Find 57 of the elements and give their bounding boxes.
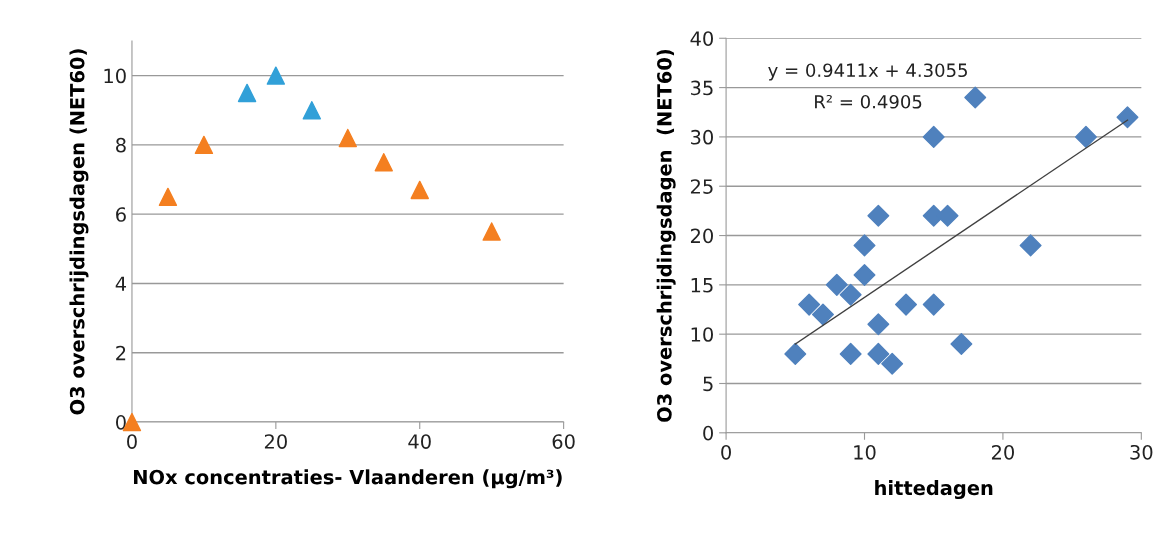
point [867, 313, 890, 336]
x-tick-label: 20 [264, 434, 287, 449]
y-tick-label: 10 [104, 68, 126, 84]
point [867, 204, 890, 227]
point [482, 222, 501, 241]
x-tick-label: 60 [552, 434, 575, 449]
y-tick-label: 5 [703, 376, 713, 392]
x-tick-label: 20 [991, 444, 1014, 460]
annotation: y = 0.9411x + 4.3055 [768, 63, 967, 81]
point [922, 125, 945, 148]
y-tick-label: 2 [116, 345, 126, 361]
y-tick-label: 30 [691, 129, 713, 145]
point [410, 180, 429, 200]
point [839, 342, 862, 365]
point [266, 66, 286, 85]
y-axis-title: O3 overschrijdingsdagen (NET60) [69, 49, 89, 415]
point [784, 342, 807, 365]
point [895, 293, 918, 316]
point [302, 101, 322, 120]
x-tick-label: 30 [1130, 444, 1153, 460]
point [839, 283, 862, 306]
point [825, 273, 848, 296]
x-tick-label: 10 [854, 444, 876, 460]
y-tick-label: 6 [116, 207, 126, 222]
point [881, 352, 904, 375]
annotation: R² = 0.4905 [815, 94, 922, 109]
point [374, 153, 393, 172]
y-tick-label: 0 [116, 414, 126, 430]
point [194, 135, 214, 155]
point [237, 83, 257, 103]
y-tick-label: 40 [690, 31, 713, 46]
point [867, 342, 890, 365]
y-tick-label: 35 [691, 80, 713, 96]
x-tick-label: 0 [721, 444, 731, 460]
point [853, 264, 876, 286]
point [1074, 125, 1097, 148]
point [798, 293, 821, 316]
x-tick-label: 0 [127, 434, 137, 449]
point [158, 187, 178, 207]
x-axis-title: NOx concentraties- Vlaanderen (µg/m³) [134, 469, 562, 489]
point [922, 293, 945, 316]
y-tick-label: 25 [690, 179, 713, 194]
point [1116, 106, 1139, 129]
x-tick-label: 40 [408, 434, 431, 449]
y-tick-label: 10 [691, 327, 713, 342]
y-tick-label: 4 [115, 276, 127, 291]
point [1019, 234, 1042, 257]
y-axis-title: O3 overschrijdingsdagen (NET60) [656, 49, 676, 422]
point [853, 234, 876, 257]
point [811, 303, 834, 326]
point [964, 86, 987, 109]
y-tick-label: 8 [116, 137, 126, 153]
point [338, 128, 357, 148]
x-axis-title: hittedagen [875, 480, 993, 500]
point [950, 333, 973, 356]
y-tick-label: 15 [691, 278, 713, 293]
y-tick-label: 20 [690, 228, 713, 244]
